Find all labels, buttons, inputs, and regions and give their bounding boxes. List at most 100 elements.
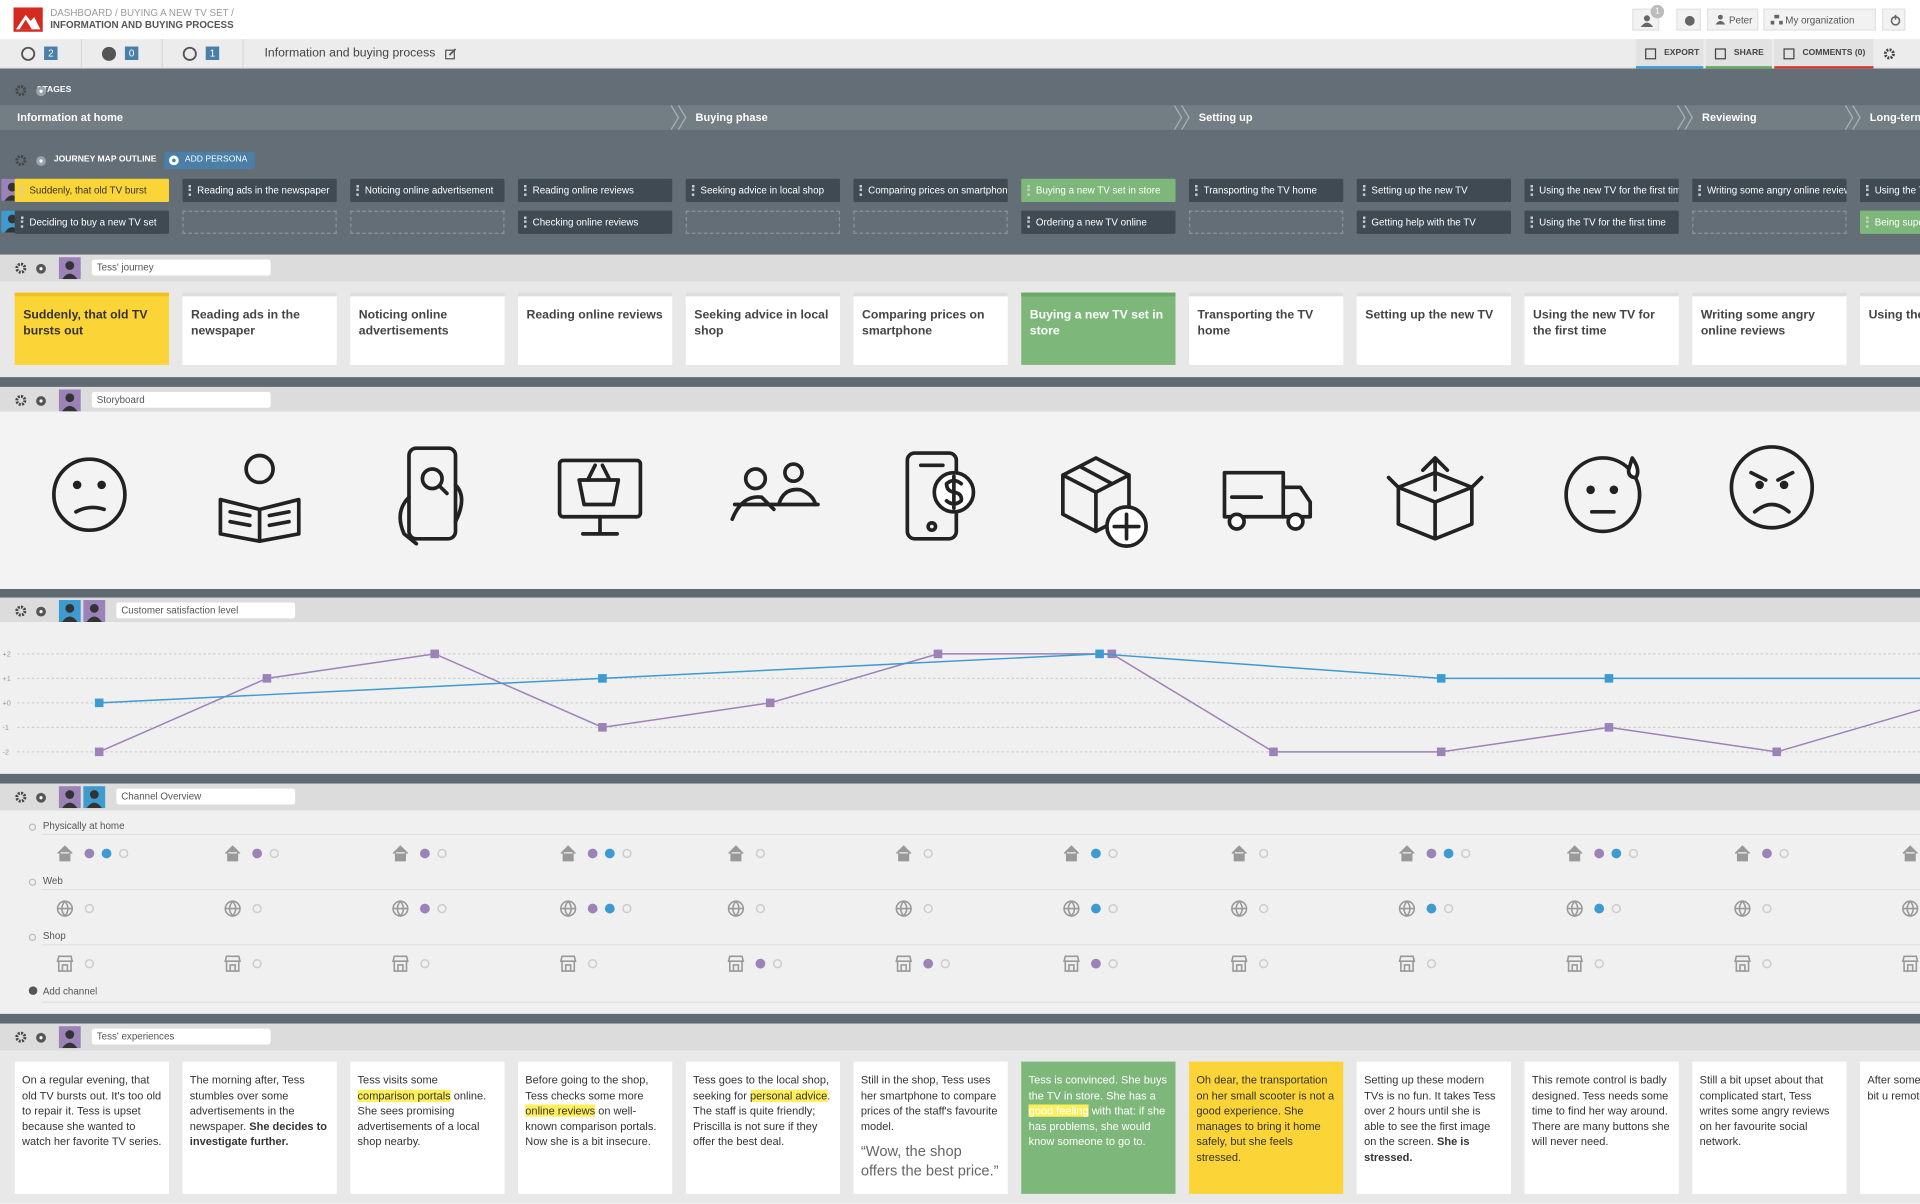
journey-card[interactable]: Writing some angry online reviews (1692, 292, 1847, 365)
experience-card[interactable]: Tess is convinced. She buys the TV in st… (1021, 1061, 1176, 1194)
channel-cell[interactable] (224, 844, 346, 864)
toolbar-action[interactable]: SHARE (1705, 39, 1772, 69)
channel-cell[interactable] (1734, 899, 1856, 919)
journey-card[interactable]: Reading online reviews (517, 292, 673, 365)
empty-slot[interactable] (685, 210, 841, 234)
section-label[interactable]: Storyboard (91, 391, 271, 408)
channel-cell[interactable] (1398, 844, 1520, 864)
toolbar-action[interactable]: EXPORT (1635, 39, 1704, 69)
empty-slot[interactable] (853, 210, 1008, 234)
channel-cell[interactable] (1063, 954, 1185, 974)
help-icon[interactable] (36, 606, 47, 617)
breadcrumb-link[interactable]: BUYING A NEW TV SET (120, 7, 229, 19)
channel-cell[interactable] (895, 844, 1017, 864)
help-icon[interactable] (36, 396, 47, 407)
channel-cell[interactable] (1566, 844, 1688, 864)
journey-card[interactable]: Suddenly, that old TV bursts out (14, 292, 169, 365)
outline-card[interactable]: Using the new TV for the first time (1524, 178, 1679, 203)
persona-avatar[interactable] (58, 600, 81, 623)
experience-card[interactable]: Tess visits some comparison portals onli… (350, 1061, 505, 1194)
logo[interactable] (13, 7, 43, 32)
outline-card[interactable]: Being supe (1860, 210, 1920, 234)
outline-card[interactable]: Deciding to buy a new TV set (14, 210, 169, 234)
channel-cell[interactable] (1901, 954, 1920, 974)
empty-slot[interactable] (182, 210, 337, 234)
channel-cell[interactable] (56, 844, 178, 864)
outline-card[interactable]: Getting help with the TV (1356, 210, 1512, 234)
settings-icon[interactable] (15, 1031, 27, 1043)
channel-cell[interactable] (727, 954, 849, 974)
channel-cell[interactable] (895, 899, 1017, 919)
journey-card[interactable]: Transporting the TV home (1188, 292, 1344, 365)
persona-avatar[interactable] (58, 786, 81, 809)
channel-cell[interactable] (559, 954, 682, 974)
settings-icon[interactable] (15, 605, 27, 617)
outline-card[interactable]: Comparing prices on smartphone (853, 178, 1008, 203)
outline-card[interactable]: Seeking advice in local shop (685, 178, 841, 203)
journey-card[interactable]: Using the new TV for the first time (1524, 292, 1679, 365)
journey-card[interactable]: Using the (1860, 292, 1920, 365)
channel-cell[interactable] (895, 954, 1017, 974)
experience-card[interactable]: The morning after, Tess stumbles over so… (182, 1061, 337, 1194)
outline-card[interactable]: Using the TV for the first time (1524, 210, 1679, 234)
channel-cell[interactable] (224, 954, 346, 974)
channel-cell[interactable] (224, 899, 346, 919)
outline-card[interactable]: Setting up the new TV (1356, 178, 1512, 203)
outline-card[interactable]: Reading online reviews (517, 178, 673, 203)
help-button[interactable] (1676, 8, 1701, 31)
experience-card[interactable]: After some familiar wi Still a bit u rem… (1860, 1061, 1920, 1194)
channel-cell[interactable] (1566, 899, 1688, 919)
channel-cell[interactable] (56, 899, 178, 919)
outline-card[interactable]: Suddenly, that old TV burst (14, 178, 169, 203)
settings-icon[interactable] (15, 84, 27, 97)
channel-cell[interactable] (1063, 899, 1185, 919)
channel-cell[interactable] (727, 899, 849, 919)
section-label[interactable]: Customer satisfaction level (116, 602, 296, 619)
journey-card[interactable]: Comparing prices on smartphone (853, 292, 1008, 365)
settings-icon[interactable] (15, 154, 27, 166)
persona-avatar[interactable] (83, 786, 106, 809)
empty-slot[interactable] (1188, 210, 1344, 234)
channel-cell[interactable] (1734, 844, 1856, 864)
counter-tab[interactable] (0, 39, 83, 69)
channel-cell[interactable] (1231, 899, 1353, 919)
channel-cell[interactable] (56, 954, 178, 974)
channel-cell[interactable] (1734, 954, 1856, 974)
channel-cell[interactable] (560, 844, 682, 864)
channel-cell[interactable] (560, 899, 682, 919)
channel-cell[interactable] (1902, 899, 1920, 919)
counter-tab[interactable] (162, 39, 244, 69)
map-title[interactable]: Information and buying process (264, 46, 436, 61)
notification-badge[interactable]: 1 (1650, 4, 1665, 19)
outline-card[interactable]: Checking online reviews (517, 210, 673, 234)
channel-cell[interactable] (1566, 954, 1688, 974)
add-persona-button[interactable]: ADD PERSONA (164, 151, 255, 169)
channel-cell[interactable] (1231, 844, 1353, 864)
persona-avatar[interactable] (58, 1026, 81, 1049)
outline-card[interactable]: Using the TV (1860, 178, 1920, 203)
channel-cell[interactable] (1063, 844, 1185, 864)
help-icon[interactable] (36, 156, 47, 167)
channel-cell[interactable] (1398, 899, 1520, 919)
empty-slot[interactable] (350, 210, 505, 234)
channel-cell[interactable] (1398, 954, 1520, 974)
help-icon[interactable] (36, 263, 47, 274)
empty-slot[interactable] (1692, 210, 1847, 234)
help-icon[interactable] (36, 86, 47, 97)
channel-name[interactable]: Web (42, 875, 63, 887)
outline-card[interactable]: Ordering a new TV online (1021, 210, 1176, 234)
persona-avatar[interactable] (58, 257, 81, 280)
experience-card[interactable]: Tess goes to the local shop, seeking for… (685, 1061, 841, 1194)
journey-card[interactable]: Reading ads in the newspaper (182, 292, 337, 365)
add-channel[interactable]: Add channel (42, 985, 98, 997)
journey-card[interactable]: Noticing online advertisements (350, 292, 505, 365)
channel-cell[interactable] (392, 844, 514, 864)
experience-card[interactable]: This remote control is badly designed. T… (1524, 1061, 1679, 1194)
help-icon[interactable] (36, 1032, 47, 1043)
settings-icon[interactable] (15, 394, 27, 406)
channel-cell[interactable] (1902, 844, 1920, 864)
counter-tab[interactable] (81, 39, 163, 69)
outline-card[interactable]: Reading ads in the newspaper (182, 178, 337, 203)
logout-button[interactable] (1882, 8, 1906, 31)
toolbar-action[interactable]: COMMENTS (0) (1774, 39, 1874, 69)
